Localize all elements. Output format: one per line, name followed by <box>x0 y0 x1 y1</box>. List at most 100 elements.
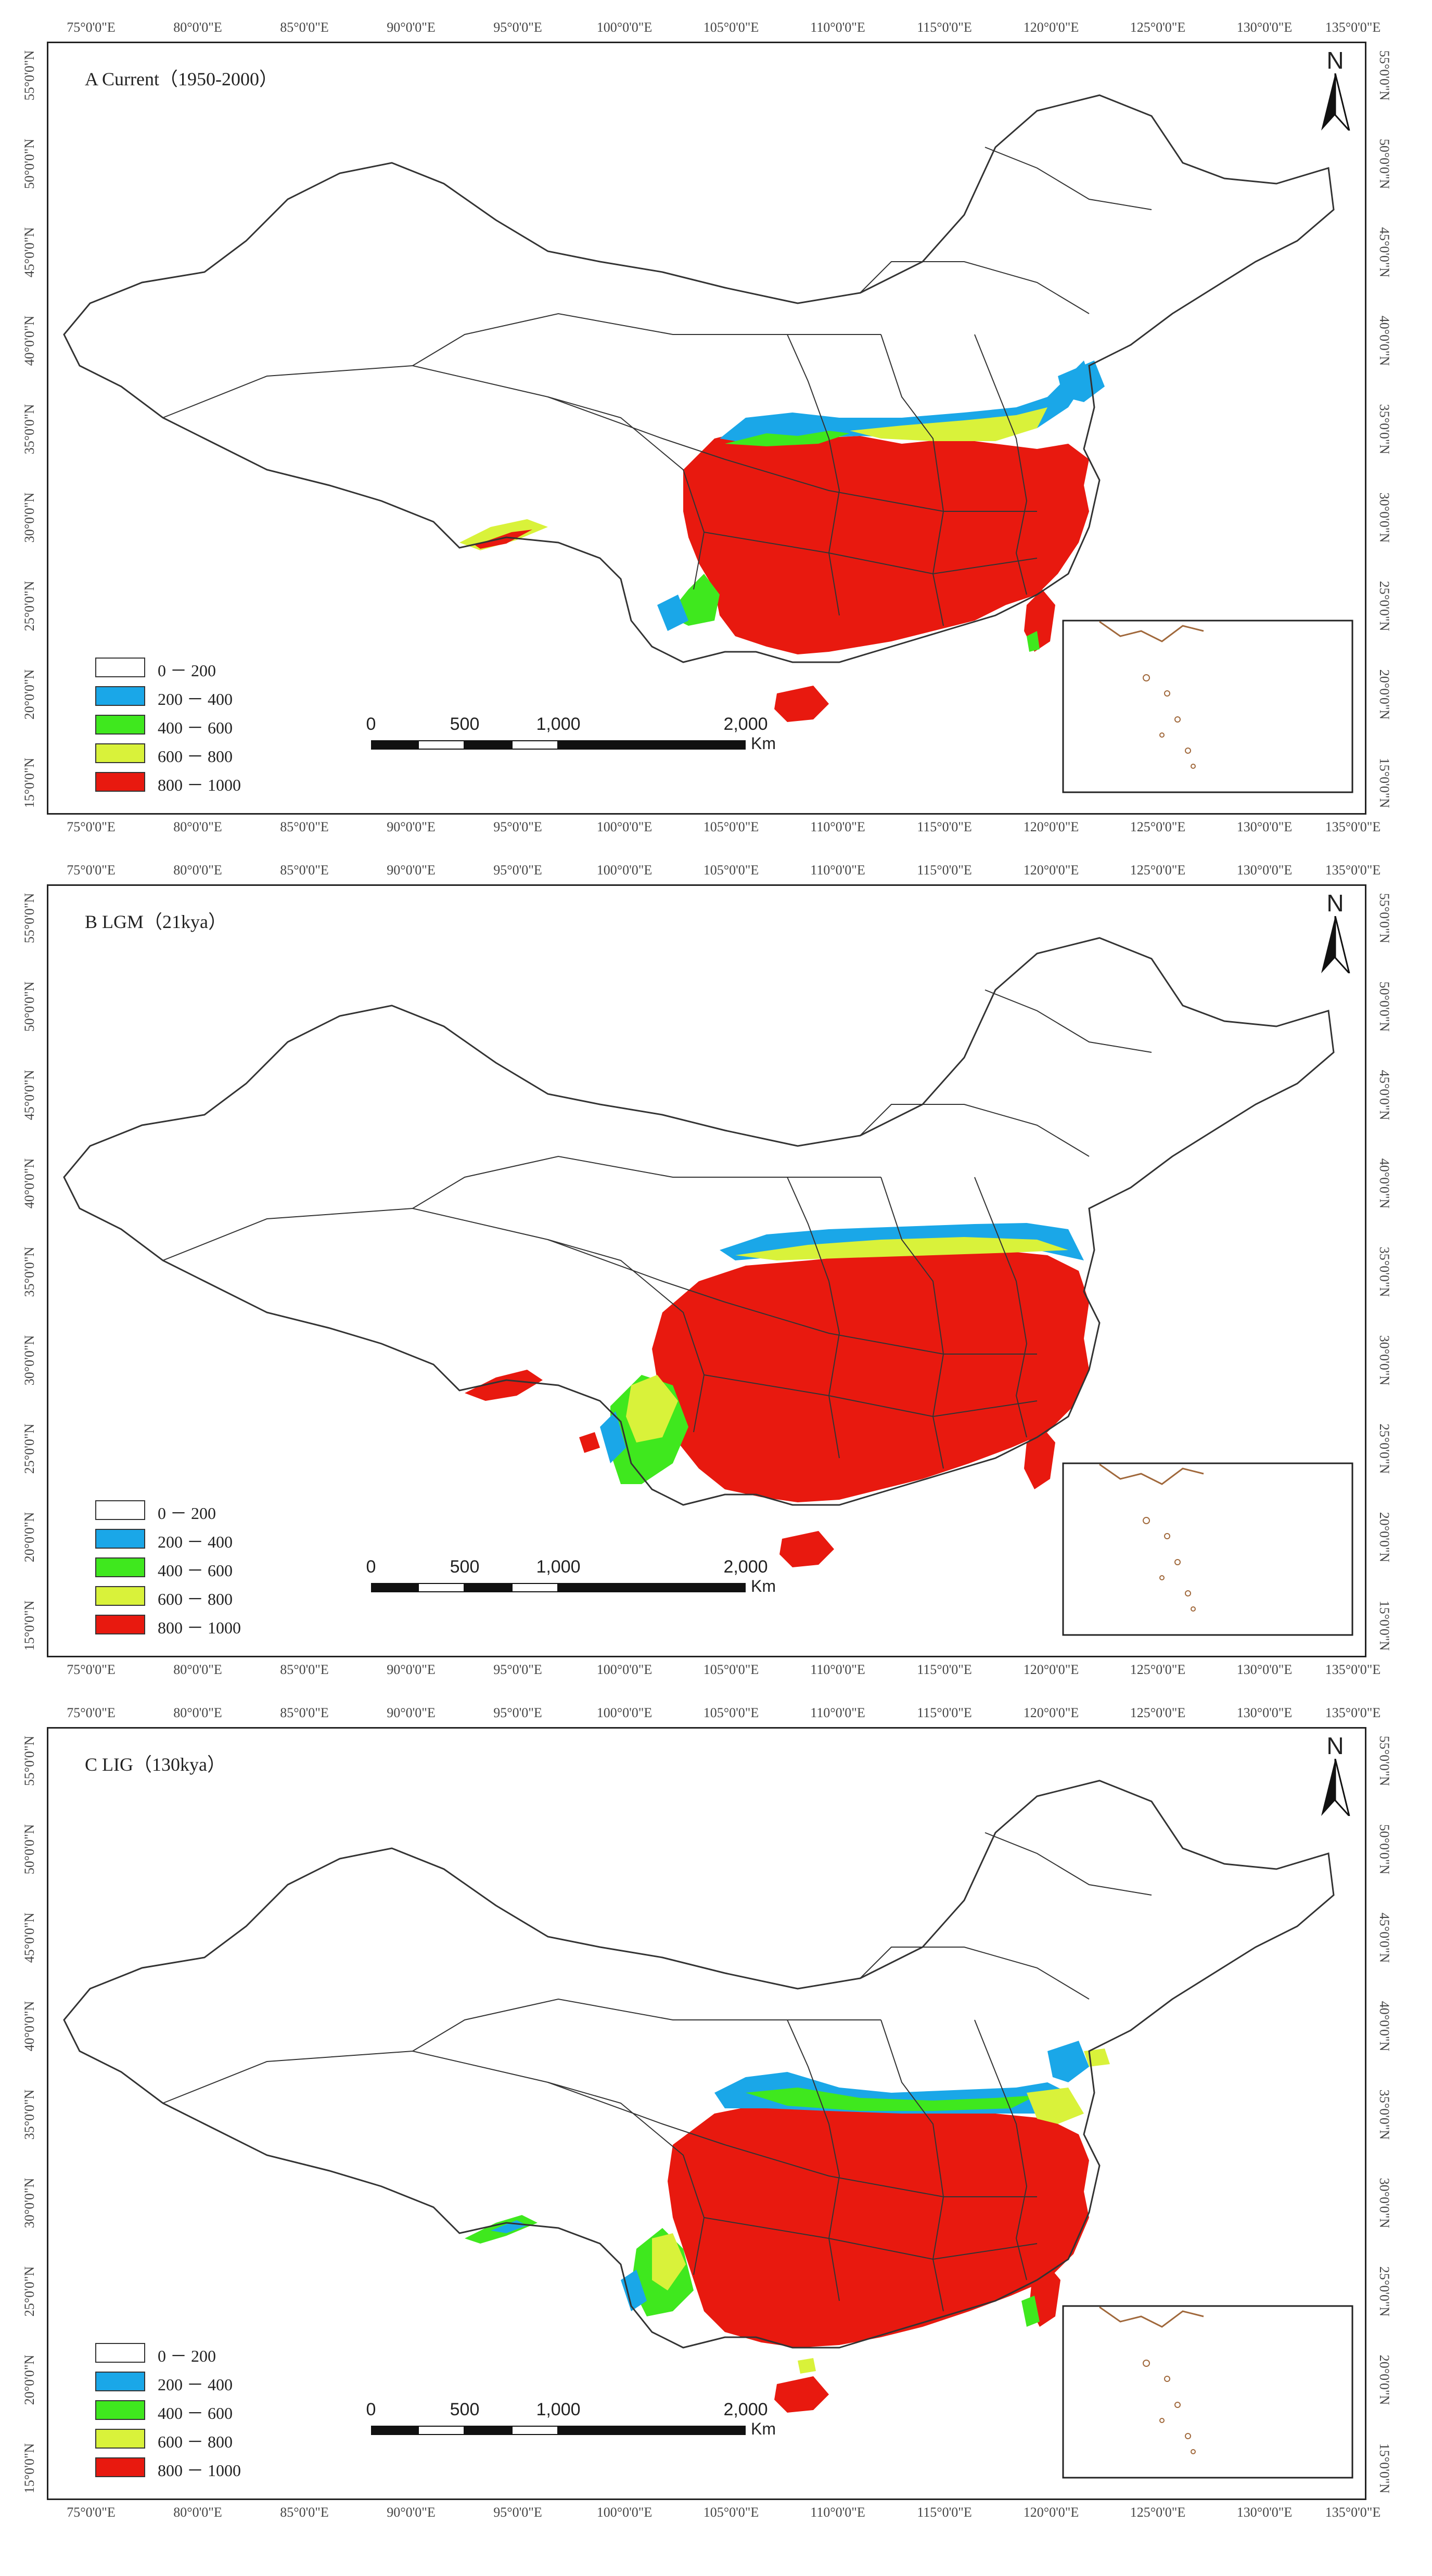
panel-title: A Current（1950-2000） <box>85 69 278 89</box>
suitability-400-600 <box>725 431 850 446</box>
china-map <box>63 937 1353 1636</box>
north-label: N <box>1326 47 1344 74</box>
lat-tick: 50°0'0"N <box>22 1824 37 1875</box>
lon-tick: 85°0'0"E <box>280 862 329 878</box>
lon-tick: 135°0'0"E <box>1325 2505 1381 2520</box>
lon-tick: 125°0'0"E <box>1130 1705 1186 1720</box>
lon-tick: 120°0'0"E <box>1023 20 1079 35</box>
lon-tick: 80°0'0"E <box>173 862 222 878</box>
legend-swatch <box>95 1586 145 1606</box>
map-panel-b: B LGM（21kya） N 0 － 200 200 － 400 400 － 6… <box>0 843 1432 1685</box>
lon-tick: 90°0'0"E <box>387 819 436 834</box>
lat-tick: 50°0'0"N <box>22 981 37 1032</box>
lat-tick: 35°0'0"N <box>1377 404 1392 455</box>
legend-swatch <box>95 2343 145 2363</box>
lon-tick: 120°0'0"E <box>1023 2505 1079 2520</box>
lon-tick: 85°0'0"E <box>280 2505 329 2520</box>
scale-segment <box>512 740 558 750</box>
lat-tick: 40°0'0"N <box>22 1158 37 1209</box>
legend-label: 400 － 600 <box>158 718 233 737</box>
lat-tick: 20°0'0"N <box>1377 669 1392 720</box>
suitability-200-400 <box>600 1411 626 1463</box>
lat-tick: 55°0'0"N <box>1377 50 1392 101</box>
legend-swatch <box>95 772 145 792</box>
scale-segment <box>465 2426 512 2435</box>
scale-segment <box>465 1583 512 1592</box>
legend-label: 0 － 200 <box>158 1504 216 1523</box>
lat-tick: 45°0'0"N <box>22 227 37 278</box>
legend-label: 0 － 200 <box>158 2347 216 2365</box>
legend-label: 200 － 400 <box>158 1532 233 1551</box>
lat-tick: 15°0'0"N <box>22 1600 37 1651</box>
lon-tick: 125°0'0"E <box>1130 2505 1186 2520</box>
hainan-island <box>774 2376 829 2413</box>
suitability-800-1000 <box>652 1250 1089 1502</box>
lon-tick: 105°0'0"E <box>703 819 759 834</box>
suitability-600-800 <box>459 519 548 550</box>
scale-label: 0 <box>366 714 376 734</box>
lon-tick: 115°0'0"E <box>917 819 972 834</box>
map-frame: A Current（1950-2000） N 0 － 200 200 － 400… <box>47 42 1366 815</box>
lon-tick: 75°0'0"E <box>67 1662 116 1677</box>
lon-tick: 75°0'0"E <box>67 819 116 834</box>
lat-tick: 25°0'0"N <box>1377 2266 1392 2317</box>
lon-tick: 95°0'0"E <box>493 2505 542 2520</box>
lon-tick: 95°0'0"E <box>493 20 542 35</box>
scale-bar: 0 500 1,000 2,000 Km <box>366 709 776 756</box>
lat-tick: 40°0'0"N <box>1377 1158 1392 1209</box>
lon-tick: 75°0'0"E <box>67 862 116 878</box>
north-arrow: N <box>1312 46 1359 135</box>
lon-tick: 120°0'0"E <box>1023 862 1079 878</box>
scale-segment <box>418 2426 465 2435</box>
lon-tick: 135°0'0"E <box>1325 20 1381 35</box>
scale-label: 1,000 <box>536 714 581 734</box>
lon-tick: 105°0'0"E <box>703 1705 759 1720</box>
lon-tick: 95°0'0"E <box>493 862 542 878</box>
scale-label: 2,000 <box>723 2400 768 2419</box>
suitability-800-1000 <box>683 428 1089 654</box>
scale-segment <box>558 740 746 750</box>
lon-tick: 120°0'0"E <box>1023 819 1079 834</box>
lon-tick: 130°0'0"E <box>1236 1705 1293 1720</box>
scale-bar: 0 500 1,000 2,000 Km <box>366 2394 776 2441</box>
lat-tick: 45°0'0"N <box>1377 1070 1392 1120</box>
lon-tick: 85°0'0"E <box>280 1705 329 1720</box>
lon-tick: 105°0'0"E <box>703 2505 759 2520</box>
lon-tick: 80°0'0"E <box>173 2505 222 2520</box>
legend-label: 600 － 800 <box>158 1590 233 1608</box>
china-outline <box>63 1780 1335 2349</box>
scale-label: 0 <box>366 1557 376 1577</box>
lat-tick: 40°0'0"N <box>1377 315 1392 366</box>
lat-tick: 55°0'0"N <box>22 893 37 944</box>
lat-tick: 30°0'0"N <box>1377 2178 1392 2229</box>
scale-segment <box>465 740 512 750</box>
lon-tick: 80°0'0"E <box>173 20 222 35</box>
lon-tick: 130°0'0"E <box>1236 819 1293 834</box>
scale-segment <box>418 740 465 750</box>
lat-tick: 40°0'0"N <box>22 2001 37 2052</box>
scale-label: 500 <box>450 1557 480 1577</box>
scale-label: 1,000 <box>536 2400 581 2419</box>
suitability-800-1000 <box>465 1370 543 1401</box>
lon-tick: 105°0'0"E <box>703 862 759 878</box>
lat-tick: 25°0'0"N <box>1377 581 1392 632</box>
scale-label: 2,000 <box>723 714 768 734</box>
legend-swatch <box>95 2457 145 2477</box>
lon-tick: 90°0'0"E <box>387 20 436 35</box>
suitability-200-400 <box>657 595 688 631</box>
taiwan-green <box>1021 2296 1040 2327</box>
lon-tick: 135°0'0"E <box>1325 819 1381 834</box>
lat-tick: 30°0'0"N <box>1377 492 1392 543</box>
hainan-island <box>774 686 829 722</box>
hainan-yellow <box>798 2358 816 2374</box>
legend-label: 400 － 600 <box>158 1561 233 1580</box>
lon-tick: 130°0'0"E <box>1236 20 1293 35</box>
lat-tick: 45°0'0"N <box>1377 227 1392 278</box>
lon-tick: 90°0'0"E <box>387 1705 436 1720</box>
lat-tick: 45°0'0"N <box>22 1070 37 1120</box>
scale-segment <box>512 2426 558 2435</box>
china-map <box>63 1780 1353 2479</box>
lon-tick: 115°0'0"E <box>917 20 972 35</box>
legend-swatch <box>95 1500 145 1520</box>
scale-unit: Km <box>751 734 776 753</box>
